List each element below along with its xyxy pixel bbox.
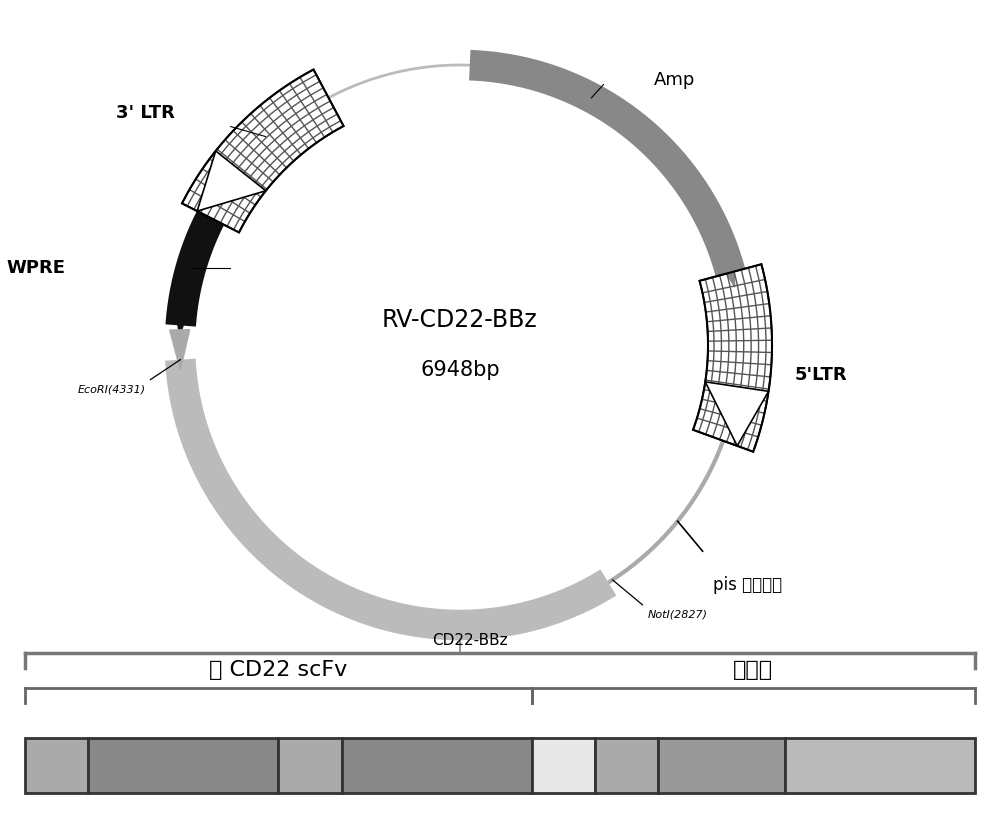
Bar bbox=[595, 738, 658, 793]
Bar bbox=[342, 738, 532, 793]
Text: M971 VH: M971 VH bbox=[145, 758, 222, 773]
Polygon shape bbox=[705, 382, 769, 446]
Polygon shape bbox=[197, 151, 266, 211]
Text: 信号区: 信号区 bbox=[733, 660, 773, 680]
Bar bbox=[278, 738, 342, 793]
Bar bbox=[25, 738, 88, 793]
Text: CD3z: CD3z bbox=[858, 758, 902, 773]
Text: Lk: Lk bbox=[300, 758, 320, 773]
Text: pis 包装信号: pis 包装信号 bbox=[713, 576, 782, 595]
Bar bbox=[532, 738, 595, 793]
Text: H: H bbox=[557, 758, 570, 773]
Text: CD22-BBz: CD22-BBz bbox=[432, 633, 508, 648]
Text: 41BB: 41BB bbox=[699, 758, 744, 773]
Text: 3' LTR: 3' LTR bbox=[116, 104, 175, 122]
Bar bbox=[785, 738, 975, 793]
Polygon shape bbox=[714, 245, 735, 287]
Text: SP: SP bbox=[46, 758, 68, 773]
Polygon shape bbox=[693, 264, 772, 452]
Text: M971 VL: M971 VL bbox=[400, 758, 473, 773]
Text: EcoRI(4331): EcoRI(4331) bbox=[77, 385, 145, 395]
Text: 5'LTR: 5'LTR bbox=[795, 366, 847, 384]
Polygon shape bbox=[174, 295, 194, 336]
Polygon shape bbox=[170, 330, 190, 370]
Polygon shape bbox=[182, 69, 344, 232]
Bar bbox=[658, 738, 785, 793]
Text: RV-CD22-BBz: RV-CD22-BBz bbox=[382, 308, 538, 332]
Text: TM: TM bbox=[614, 758, 639, 773]
Text: NotI(2827): NotI(2827) bbox=[647, 610, 707, 620]
Text: Amp: Amp bbox=[653, 70, 695, 89]
Text: 抗 CD22 scFv: 抗 CD22 scFv bbox=[209, 660, 347, 680]
Text: WPRE: WPRE bbox=[6, 259, 65, 277]
Text: 6948bp: 6948bp bbox=[420, 360, 500, 380]
Bar bbox=[88, 738, 278, 793]
